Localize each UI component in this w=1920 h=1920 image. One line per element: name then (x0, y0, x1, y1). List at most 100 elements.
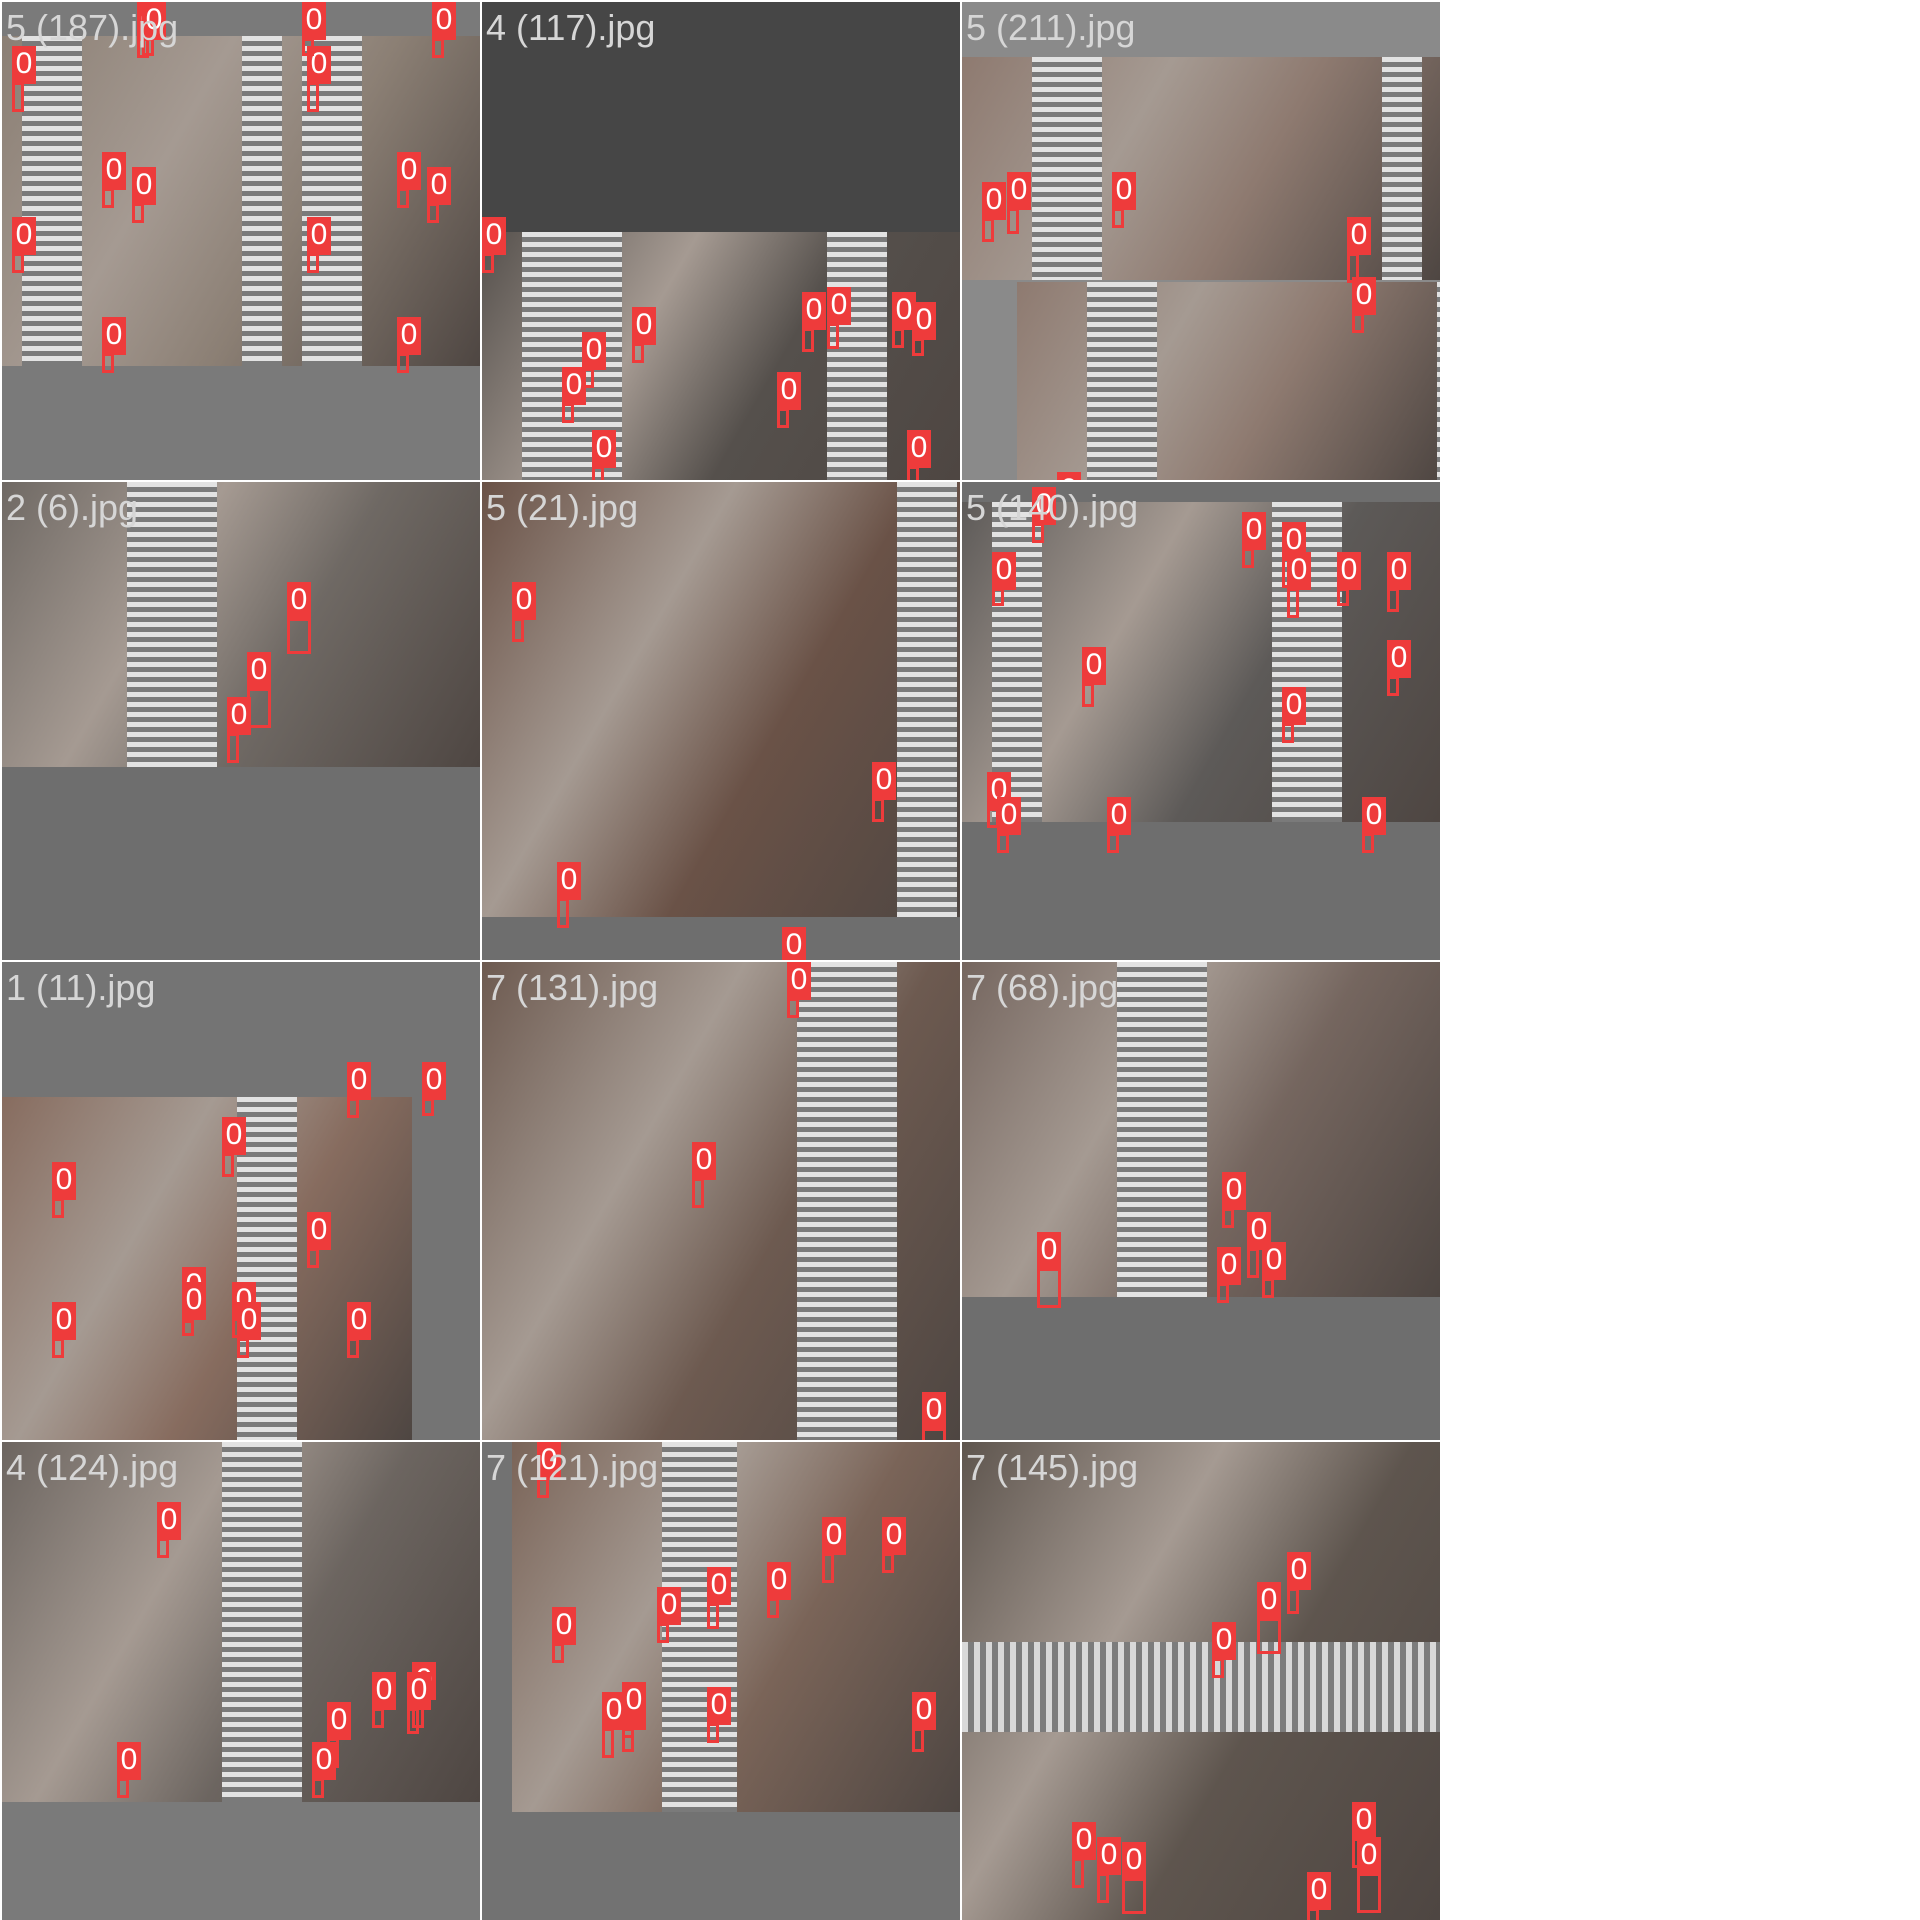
bounding-rect (142, 38, 154, 56)
bounding-rect (427, 203, 439, 223)
bounding-rect (1337, 588, 1349, 606)
bounding-rect (302, 38, 314, 56)
detection-label: 0 (1352, 1802, 1376, 1840)
detection-label: 0 (307, 1212, 331, 1250)
detection-label: 0 (1057, 472, 1081, 480)
detection-label: 0 (1072, 1822, 1096, 1860)
detection-label: 0 (802, 292, 826, 330)
detection-label: 0 (1007, 172, 1031, 210)
image-tile[interactable]: 5 (140).jpg 0 0 0 0 0 0 0 0 0 0 0 0 0 0 (962, 482, 1440, 960)
detection-label: 0 (657, 1587, 681, 1625)
bounding-rect (407, 1708, 419, 1734)
weld-bead (1382, 57, 1422, 280)
detection-label: 0 (432, 2, 456, 40)
bounding-rect (802, 328, 814, 352)
bounding-rect (132, 203, 144, 223)
detection-label: 0 (237, 1302, 261, 1340)
detection-label: 0 (692, 1142, 716, 1180)
bounding-rect (1122, 1878, 1146, 1914)
detection-label: 0 (132, 167, 156, 205)
bounding-rect (102, 353, 114, 373)
bounding-rect (1037, 1268, 1061, 1308)
detection-label: 0 (347, 1062, 371, 1100)
detection-label: 0 (1282, 687, 1306, 725)
detection-label: 0 (397, 152, 421, 190)
image-tile[interactable]: 7 (145).jpg 0 0 0 0 0 0 0 0 0 (962, 1442, 1440, 1920)
detection-label: 0 (327, 1702, 351, 1740)
weld-photo (512, 1442, 960, 1812)
detection-label: 0 (1242, 512, 1266, 550)
bounding-rect (872, 798, 884, 822)
bounding-rect (1082, 683, 1094, 707)
bounding-rect (222, 1153, 234, 1177)
detection-label: 0 (1217, 1247, 1241, 1285)
bounding-rect (1357, 1873, 1381, 1913)
detection-label: 0 (777, 372, 801, 410)
bounding-rect (482, 253, 494, 273)
bounding-rect (997, 833, 1009, 853)
bounding-rect (1282, 723, 1294, 743)
image-tile[interactable]: 4 (117).jpg 0 0 0 0 0 0 0 0 0 0 0 (482, 2, 960, 480)
bounding-rect (1287, 588, 1299, 618)
bounding-rect (787, 998, 799, 1018)
weld-bead (222, 1442, 302, 1802)
tile-filename: 2 (6).jpg (6, 487, 139, 528)
image-tile[interactable]: 2 (6).jpg 0 0 0 (2, 482, 480, 960)
bounding-rect (622, 1718, 634, 1738)
detection-label: 0 (1037, 1232, 1061, 1270)
tile-filename: 5 (211).jpg (966, 7, 1136, 48)
bounding-rect (347, 1338, 359, 1358)
detection-label: 0 (982, 182, 1006, 220)
bounding-rect (1287, 1588, 1299, 1614)
image-tile[interactable]: 7 (131).jpg 0 0 0 (482, 962, 960, 1440)
detection-label: 0 (1112, 172, 1136, 210)
bounding-rect (562, 403, 574, 423)
tile-filename: 5 (140).jpg (966, 487, 1139, 528)
detection-label: 0 (307, 217, 331, 255)
detection-label: 0 (822, 1517, 846, 1555)
weld-bead (237, 1097, 297, 1440)
bounding-rect (892, 328, 904, 348)
detection-label: 0 (922, 1392, 946, 1430)
tile-filename: 7 (121).jpg (486, 1447, 659, 1488)
bounding-rect (707, 1723, 719, 1743)
detection-label: 0 (632, 307, 656, 345)
detection-label: 0 (707, 1567, 731, 1605)
bounding-rect (312, 1778, 324, 1798)
detection-label: 0 (1122, 1842, 1146, 1880)
bounding-rect (537, 1478, 549, 1498)
bounding-rect (227, 733, 239, 763)
weld-bead (22, 36, 82, 366)
image-tile[interactable]: 7 (68).jpg 0 0 0 0 0 (962, 962, 1440, 1440)
detection-label: 0 (182, 1282, 206, 1320)
bounding-rect (1352, 313, 1364, 333)
bounding-rect (157, 1538, 169, 1558)
detection-label: 0 (52, 1162, 76, 1200)
bounding-rect (912, 1728, 924, 1752)
detection-label: 0 (1247, 1212, 1271, 1250)
weld-bead (1437, 282, 1440, 480)
bounding-rect (1387, 676, 1399, 696)
weld-bead (302, 36, 362, 366)
detection-label: 0 (372, 1672, 396, 1710)
detection-label: 0 (422, 1062, 446, 1100)
bounding-rect (52, 1198, 64, 1218)
bounding-rect (882, 1553, 894, 1573)
bounding-rect (1007, 208, 1019, 234)
detection-label: 0 (827, 287, 851, 325)
mosaic-grid: 5 (187).jpg000000000000004 (117).jpg0000… (0, 0, 1440, 1920)
detection-label: 0 (1222, 1172, 1246, 1210)
weld-photo (2, 36, 480, 366)
tile-filename: 7 (131).jpg (486, 967, 659, 1008)
bounding-rect (1222, 1208, 1234, 1228)
detection-label: 0 (222, 1117, 246, 1155)
detection-label: 0 (407, 1672, 431, 1710)
detection-label: 0 (12, 217, 36, 255)
weld-bead (897, 482, 957, 917)
image-tile[interactable]: 5 (21).jpg 0 0 0 0 (482, 482, 960, 960)
